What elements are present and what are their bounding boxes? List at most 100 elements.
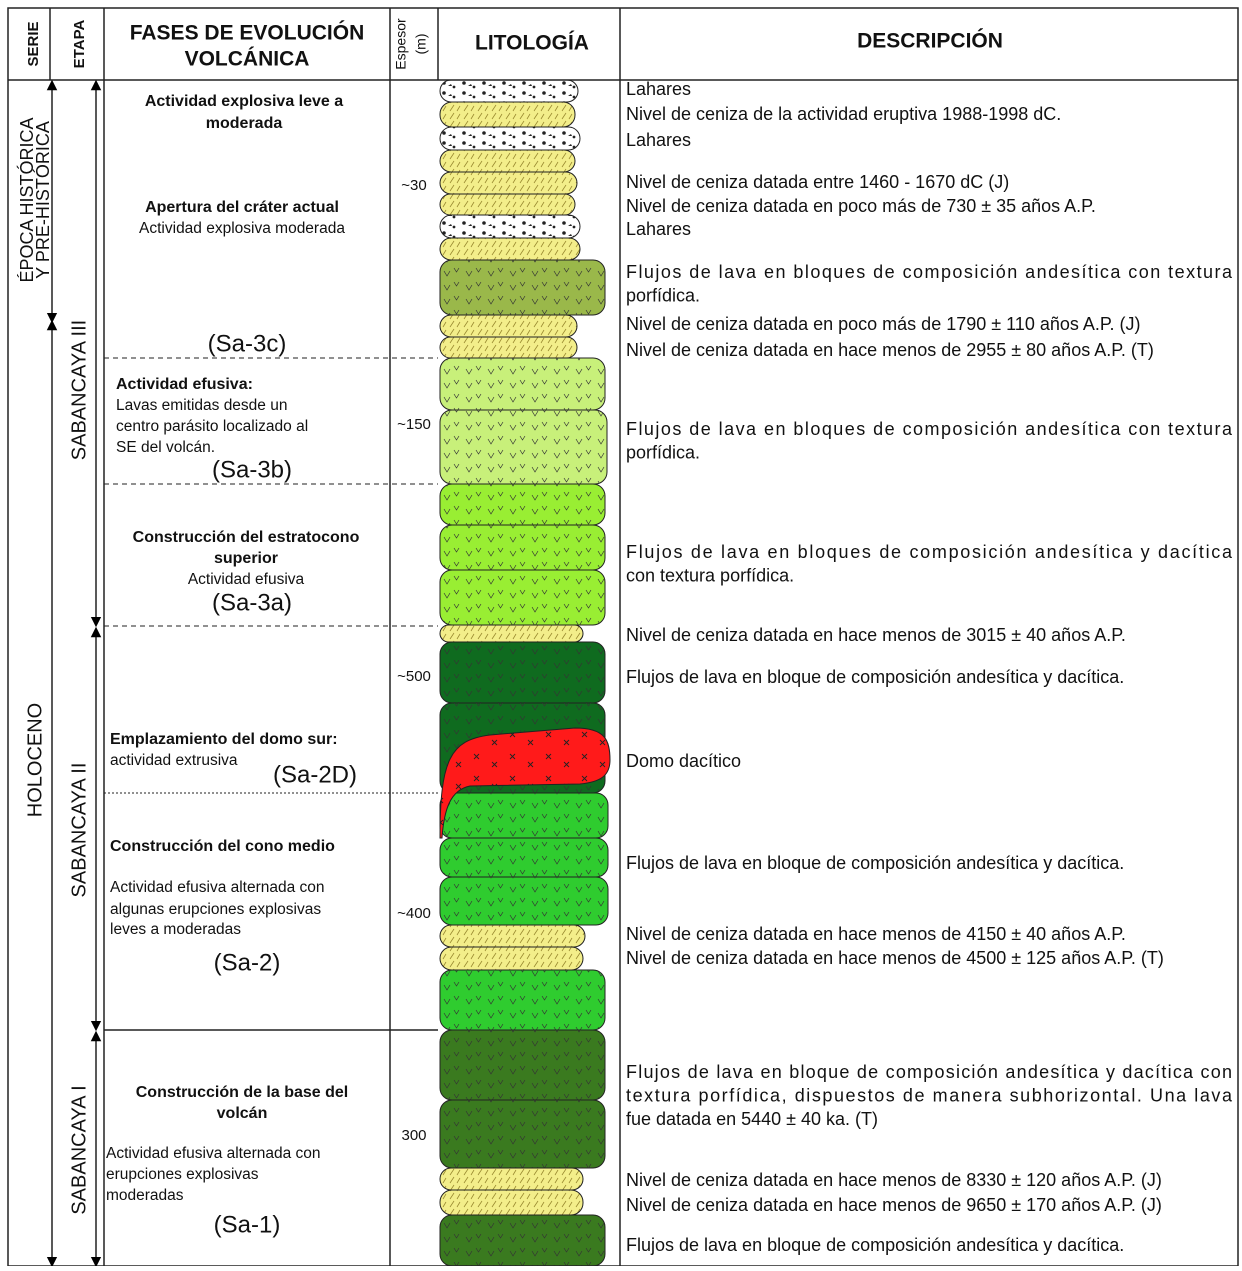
label: erupciones explosivas [106, 1166, 259, 1183]
layer [439, 924, 586, 948]
layer [439, 149, 576, 173]
layer [439, 946, 584, 971]
label: SABANCAYA III [68, 320, 90, 460]
label: Domo dacítico [626, 751, 741, 771]
label: moderadas [106, 1187, 184, 1204]
label: Nivel de ceniza de la actividad eruptiva… [626, 104, 1061, 124]
layer-texture [440, 970, 605, 1030]
label: Flujos de lava en bloques de composición… [626, 419, 1233, 439]
label: Flujos de lava en bloque de composición … [626, 1235, 1124, 1255]
layer [439, 214, 581, 239]
label: (Sa-2) [214, 949, 281, 976]
label: Actividad efusiva alternada con [110, 879, 325, 896]
label: Lahares [626, 219, 691, 239]
layer [439, 193, 576, 216]
layer-texture [440, 410, 607, 484]
label: Actividad efusiva: [116, 376, 253, 393]
layer [439, 126, 581, 151]
label: ÉPOCA HISTÓRICA [16, 117, 37, 282]
label: HOLOCENO [24, 703, 46, 817]
lithology [439, 79, 611, 1267]
layer-texture [440, 642, 605, 703]
layer [439, 101, 576, 128]
layer [439, 624, 584, 643]
label: Flujos de lava en bloques de composición… [626, 262, 1233, 282]
label: Nivel de ceniza datada en hace menos de … [626, 948, 1164, 968]
label: SE del volcán. [116, 439, 215, 456]
label: Flujos de lava en bloque de composición … [626, 667, 1124, 687]
label: Lahares [626, 79, 691, 99]
label: centro parásito localizado al [116, 418, 308, 435]
label: (Sa-2D) [273, 761, 357, 788]
label: moderada [206, 115, 283, 132]
label: Emplazamiento del domo sur: [110, 731, 338, 748]
label: Nivel de ceniza datada en hace menos de … [626, 1170, 1162, 1190]
label: Lavas emitidas desde un [116, 397, 287, 414]
label: Actividad efusiva alternada con [106, 1145, 321, 1162]
layer-texture [440, 1100, 605, 1168]
label: (Sa-3b) [212, 456, 292, 483]
label: volcán [217, 1105, 268, 1122]
label: Nivel de ceniza datada en hace menos de … [626, 924, 1126, 944]
label: ~30 [401, 177, 426, 194]
layer-texture [440, 260, 605, 315]
label: algunas erupciones explosivas [110, 901, 321, 918]
label: SERIE [25, 21, 42, 66]
label: Construcción de la base del [136, 1084, 349, 1101]
label: leves a moderadas [110, 921, 241, 938]
layer-texture [440, 793, 608, 838]
label: Nivel de ceniza datada en hace menos de … [626, 1195, 1162, 1215]
label: SABANCAYA II [68, 763, 90, 898]
frame [7, 7, 1239, 1268]
label: Construcción del cono medio [110, 838, 335, 855]
label: ~400 [397, 905, 431, 922]
label: porfídica. [626, 442, 700, 462]
label: ~150 [397, 416, 431, 433]
label: Flujos de lava en bloque de composición … [626, 1062, 1232, 1082]
layer-texture [440, 838, 608, 877]
layer-texture [440, 1030, 605, 1100]
layer-texture [440, 1215, 605, 1266]
label: (m) [413, 34, 429, 55]
label: fue datada en 5440 ± 40 ka. (T) [626, 1109, 878, 1129]
layer [439, 1167, 584, 1191]
dome-texture [440, 728, 610, 838]
layer [439, 237, 581, 261]
label: Actividad efusiva [188, 571, 305, 588]
label: VOLCÁNICA [185, 48, 310, 71]
label: (Sa-1) [214, 1211, 281, 1238]
label: ETAPA [71, 20, 88, 69]
layer [439, 79, 579, 103]
label: Y PRE-HISTÓRICA [32, 121, 53, 279]
label: Nivel de ceniza datada entre 1460 - 1670… [626, 172, 1009, 192]
label: Apertura del cráter actual [145, 199, 339, 216]
label: textura porfídica, dispuestos de manera … [626, 1085, 1233, 1105]
label: Actividad explosiva leve a [145, 93, 343, 110]
label: porfídica. [626, 285, 700, 305]
layer [439, 1189, 584, 1216]
label: Lahares [626, 130, 691, 150]
layer-texture [440, 877, 608, 925]
label: Espesor [393, 18, 409, 70]
label: 300 [401, 1127, 426, 1144]
label: Nivel de ceniza datada en poco más de 17… [626, 314, 1141, 334]
layer [439, 336, 578, 359]
layer-texture [440, 570, 605, 625]
label: Flujos de lava en bloques de composición… [626, 542, 1233, 562]
label: Nivel de ceniza datada en hace menos de … [626, 340, 1154, 360]
layer [439, 314, 578, 338]
label: (Sa-3a) [212, 589, 292, 616]
label: LITOLOGÍA [475, 32, 589, 55]
label: Flujos de lava en bloque de composición … [626, 853, 1124, 873]
label: Actividad explosiva moderada [139, 220, 345, 237]
label: Nivel de ceniza datada en poco más de 73… [626, 196, 1096, 216]
layer [439, 171, 578, 195]
label: superior [214, 550, 278, 567]
label: ~500 [397, 668, 431, 685]
label: SABANCAYA I [68, 1085, 90, 1214]
layer-texture [440, 358, 605, 410]
label: (Sa-3c) [208, 330, 287, 357]
label: actividad extrusiva [110, 752, 238, 769]
label: FASES DE EVOLUCIÓN [130, 21, 365, 45]
